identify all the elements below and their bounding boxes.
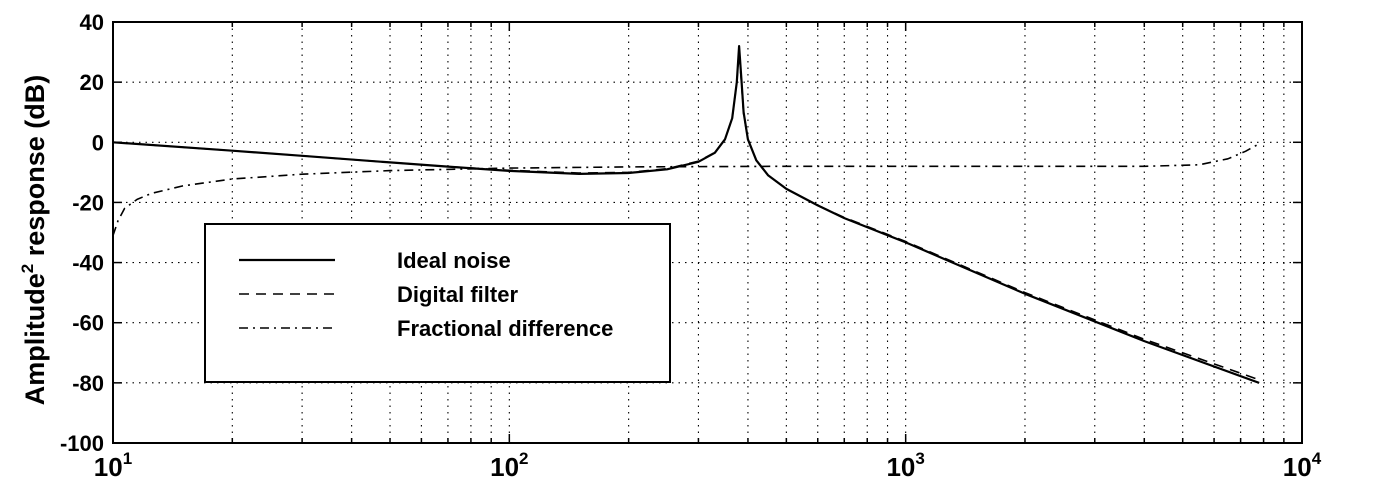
plot-frame	[112, 21, 1303, 444]
x-tick-label-exponent: 3	[915, 449, 924, 468]
legend-label: Fractional difference	[397, 316, 613, 341]
series-line-digital-filter	[112, 51, 1260, 381]
x-tick-label: 103	[886, 449, 924, 482]
x-tick-label-exponent: 1	[123, 449, 132, 468]
x-tick-label: 102	[490, 449, 528, 482]
y-tick-label: -20	[72, 190, 104, 215]
x-tick-label: 101	[94, 449, 132, 482]
x-tick-label-base: 10	[886, 452, 915, 482]
x-tick-label-exponent: 2	[519, 449, 528, 468]
y-axis-label-main: Amplitude	[20, 273, 50, 405]
y-axis-label-suffix: response (dB)	[20, 75, 50, 264]
x-tick-label: 104	[1283, 449, 1322, 482]
legend-label: Digital filter	[397, 282, 518, 307]
legend-label: Ideal noise	[397, 248, 511, 273]
plot-series	[112, 44, 1260, 384]
y-tick-label: -40	[72, 251, 104, 276]
series-line-fractional-difference	[112, 143, 1260, 236]
x-tick-labels: 101 102 103 104	[94, 449, 1322, 482]
y-tick-label: 20	[80, 70, 104, 95]
legend-box	[204, 223, 671, 383]
x-tick-label-base: 10	[94, 452, 123, 482]
y-axis-label-sup: 2	[18, 264, 37, 273]
y-axis-label: Amplitude2 response (dB)	[18, 75, 50, 406]
y-tick-label: 0	[92, 130, 104, 155]
y-tick-label: -60	[72, 311, 104, 336]
x-tick-label-exponent: 4	[1312, 449, 1322, 468]
x-tick-label-base: 10	[1283, 452, 1312, 482]
axis-ticks	[113, 22, 1302, 443]
y-tick-labels: 40 20 0 -20 -40 -60 -80 -100	[60, 10, 104, 456]
y-tick-label: -100	[60, 431, 104, 456]
y-tick-label: 40	[80, 10, 104, 35]
x-tick-label-base: 10	[490, 452, 519, 482]
legend: Ideal noise Digital filter Fractional diff…	[204, 223, 671, 383]
y-tick-label: -80	[72, 371, 104, 396]
